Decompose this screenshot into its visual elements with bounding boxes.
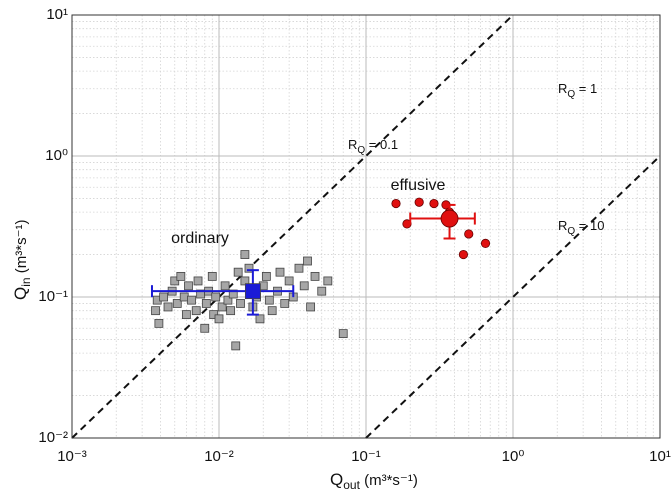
x-tick-label: 10⁰ bbox=[502, 448, 525, 465]
data-point bbox=[429, 198, 439, 209]
data-point bbox=[303, 256, 312, 266]
data-point bbox=[236, 299, 245, 308]
data-point bbox=[255, 314, 265, 324]
data-point bbox=[201, 299, 211, 308]
x-tick-label: 10⁻¹ bbox=[351, 448, 381, 465]
y-tick-label: 10⁰ bbox=[45, 147, 68, 164]
x-tick-label: 10¹ bbox=[649, 448, 671, 465]
data-point bbox=[280, 299, 290, 308]
data-point bbox=[159, 292, 169, 302]
axis-label-subscript: in bbox=[19, 277, 33, 286]
data-point bbox=[244, 263, 254, 273]
data-point bbox=[176, 271, 186, 281]
data-point bbox=[211, 292, 221, 302]
ratio-line bbox=[365, 155, 661, 439]
data-point bbox=[306, 302, 316, 312]
data-point bbox=[480, 238, 491, 248]
annotation-text: R bbox=[558, 81, 567, 96]
data-point bbox=[179, 292, 189, 302]
plot-frame bbox=[71, 14, 661, 439]
data-point bbox=[284, 276, 294, 286]
data-point bbox=[214, 314, 224, 324]
data-point bbox=[163, 302, 173, 312]
annotation: RQ = 10 bbox=[558, 218, 604, 236]
data-point bbox=[391, 198, 401, 209]
annotation-text: = 10 bbox=[575, 218, 604, 233]
annotation-subscript: Q bbox=[567, 226, 575, 237]
data-point bbox=[207, 271, 217, 281]
data-point bbox=[193, 276, 203, 286]
annotation: RQ = 0.1 bbox=[348, 137, 398, 155]
data-point bbox=[228, 289, 238, 299]
annotation-text: = 1 bbox=[575, 81, 597, 96]
ratio-line bbox=[71, 14, 514, 439]
annotation: effusive bbox=[391, 177, 446, 194]
y-tick-label: 10⁻¹ bbox=[38, 288, 68, 305]
x-axis-label: Qout (m³*s⁻¹) bbox=[330, 470, 418, 492]
annotation: RQ = 1 bbox=[558, 81, 597, 99]
data-point bbox=[294, 263, 304, 273]
y-tick-label: 10⁻² bbox=[38, 429, 68, 446]
data-point bbox=[233, 267, 243, 277]
annotation-text: R bbox=[348, 137, 357, 152]
data-point bbox=[181, 310, 191, 320]
annotation-subscript: Q bbox=[567, 89, 575, 100]
data-point bbox=[226, 306, 236, 316]
axis-label-text: Q bbox=[330, 470, 343, 489]
data-point bbox=[317, 286, 327, 296]
annotation-subscript: Q bbox=[357, 145, 365, 156]
annotation: ordinary bbox=[171, 230, 229, 247]
mean-point bbox=[440, 209, 459, 228]
plot-marks bbox=[71, 14, 661, 439]
data-point bbox=[223, 295, 233, 305]
data-point bbox=[217, 302, 227, 312]
data-point bbox=[231, 341, 241, 351]
data-point bbox=[172, 299, 182, 308]
data-point bbox=[151, 306, 160, 316]
data-point bbox=[414, 197, 424, 207]
data-point bbox=[154, 318, 164, 328]
data-point bbox=[187, 295, 196, 305]
data-point bbox=[310, 271, 320, 281]
data-point bbox=[458, 249, 469, 260]
data-point bbox=[191, 306, 201, 316]
data-point bbox=[184, 281, 193, 291]
x-tick-label: 10⁻³ bbox=[57, 448, 87, 465]
x-tick-label: 10⁻² bbox=[204, 448, 234, 465]
data-point bbox=[264, 295, 274, 305]
data-point bbox=[240, 250, 250, 259]
data-point bbox=[338, 329, 348, 339]
data-point bbox=[275, 267, 285, 277]
y-axis-label: Qin (m³*s⁻¹) bbox=[11, 220, 33, 300]
data-point bbox=[323, 276, 333, 286]
axis-label-text: (m³*s⁻¹) bbox=[360, 472, 418, 489]
axis-label-text: (m³*s⁻¹) bbox=[13, 220, 30, 278]
mean-point bbox=[244, 283, 261, 300]
data-point bbox=[299, 281, 309, 291]
annotation-text: R bbox=[558, 218, 567, 233]
data-point bbox=[261, 271, 271, 281]
data-point bbox=[267, 306, 277, 316]
y-tick-label: 10¹ bbox=[46, 6, 68, 23]
data-point bbox=[200, 323, 210, 333]
data-point bbox=[220, 281, 230, 291]
data-point bbox=[170, 276, 180, 286]
annotation-text: = 0.1 bbox=[365, 137, 398, 152]
axis-label-text: Q bbox=[11, 287, 30, 300]
axis-label-subscript: out bbox=[343, 478, 360, 492]
data-point bbox=[240, 276, 250, 286]
data-point bbox=[464, 229, 474, 239]
